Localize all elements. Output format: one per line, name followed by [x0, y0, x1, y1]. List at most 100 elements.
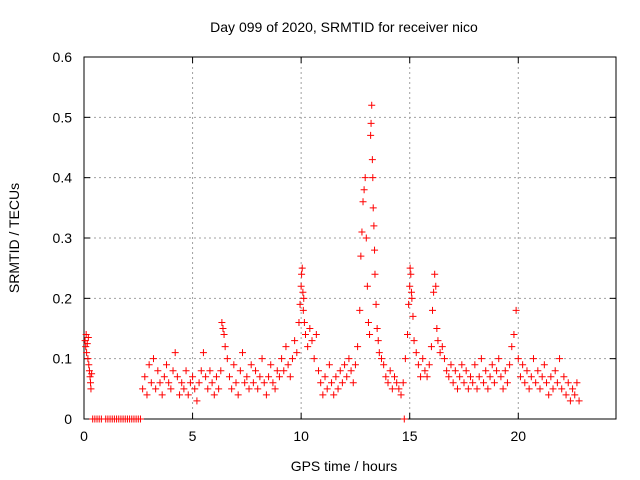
data-point — [186, 379, 194, 387]
data-point — [87, 379, 95, 387]
data-point — [267, 361, 275, 369]
data-point — [477, 355, 485, 363]
data-point — [419, 355, 427, 363]
data-point — [173, 373, 181, 381]
data-point — [475, 373, 483, 381]
data-point — [360, 186, 368, 194]
data-point — [445, 373, 453, 381]
data-point — [298, 270, 306, 278]
data-point — [516, 373, 524, 381]
y-tick-label: 0.3 — [53, 230, 73, 246]
data-point — [460, 379, 468, 387]
data-point — [87, 385, 95, 393]
data-point — [374, 337, 382, 345]
x-tick-label: 5 — [189, 428, 197, 444]
data-point — [163, 361, 171, 369]
y-tick-labels: 0 0.1 0.2 0.3 0.4 0.5 0.6 — [53, 49, 73, 427]
data-point — [393, 379, 401, 387]
axis-ticks — [83, 56, 616, 420]
data-point — [453, 385, 461, 393]
x-axis-title: GPS time / hours — [291, 458, 398, 474]
data-point — [571, 391, 579, 399]
data-point — [362, 234, 370, 242]
data-point — [391, 373, 399, 381]
data-point — [165, 379, 173, 387]
data-point — [380, 361, 388, 369]
data-point — [356, 306, 364, 314]
data-point — [247, 361, 255, 369]
data-point — [193, 397, 201, 405]
data-point — [349, 379, 357, 387]
data-point — [239, 349, 247, 357]
data-point — [236, 367, 244, 375]
x-tick-label: 15 — [402, 428, 418, 444]
data-point — [367, 131, 375, 139]
data-point — [410, 337, 418, 345]
data-point — [275, 373, 283, 381]
data-point — [536, 385, 544, 393]
data-point — [341, 361, 349, 369]
data-point — [280, 367, 288, 375]
y-tick-label: 0.4 — [53, 170, 73, 186]
data-point — [347, 367, 355, 375]
data-point — [169, 367, 177, 375]
data-point — [361, 174, 369, 182]
data-point — [449, 379, 457, 387]
data-point — [310, 355, 318, 363]
data-point — [399, 379, 407, 387]
data-point — [230, 361, 238, 369]
data-point — [220, 331, 228, 339]
data-point — [249, 379, 257, 387]
data-point — [88, 370, 96, 378]
data-point — [521, 379, 529, 387]
data-point — [400, 415, 408, 423]
x-tick-labels: 0 5 10 15 20 — [80, 428, 526, 444]
y-tick-label: 0.1 — [53, 351, 73, 367]
data-point — [258, 355, 266, 363]
data-point — [564, 379, 572, 387]
data-point — [523, 367, 531, 375]
data-point — [306, 325, 314, 332]
data-point — [406, 264, 414, 272]
data-point — [323, 385, 331, 393]
data-point — [338, 379, 346, 387]
data-point — [388, 385, 396, 393]
data-point — [529, 355, 537, 363]
data-point — [332, 373, 340, 381]
data-point — [221, 343, 229, 351]
data-point — [359, 198, 367, 206]
data-point — [508, 343, 516, 351]
data-point — [304, 343, 312, 351]
data-point — [404, 331, 412, 339]
data-point — [431, 270, 439, 278]
data-point — [160, 373, 168, 381]
data-point — [298, 264, 306, 272]
data-point — [232, 379, 240, 387]
data-point — [545, 391, 553, 399]
data-point — [467, 373, 475, 381]
data-point — [149, 355, 157, 363]
data-point — [375, 349, 383, 357]
data-point — [312, 331, 320, 339]
data-point — [493, 367, 501, 375]
data-point — [245, 385, 253, 393]
data-point — [83, 340, 91, 348]
x-tick-label: 20 — [510, 428, 526, 444]
x-tick-label: 0 — [80, 428, 88, 444]
data-point — [427, 343, 435, 351]
data-point — [315, 367, 323, 375]
data-point — [503, 379, 511, 387]
data-point — [569, 385, 577, 393]
data-point — [556, 355, 564, 363]
data-point — [191, 385, 199, 393]
data-point — [265, 373, 273, 381]
data-point — [139, 385, 147, 393]
data-point — [147, 379, 155, 387]
data-point — [386, 367, 394, 375]
data-point — [328, 379, 336, 387]
data-point — [469, 379, 477, 387]
data-point — [234, 391, 242, 399]
data-point — [296, 300, 304, 308]
data-point — [262, 391, 270, 399]
